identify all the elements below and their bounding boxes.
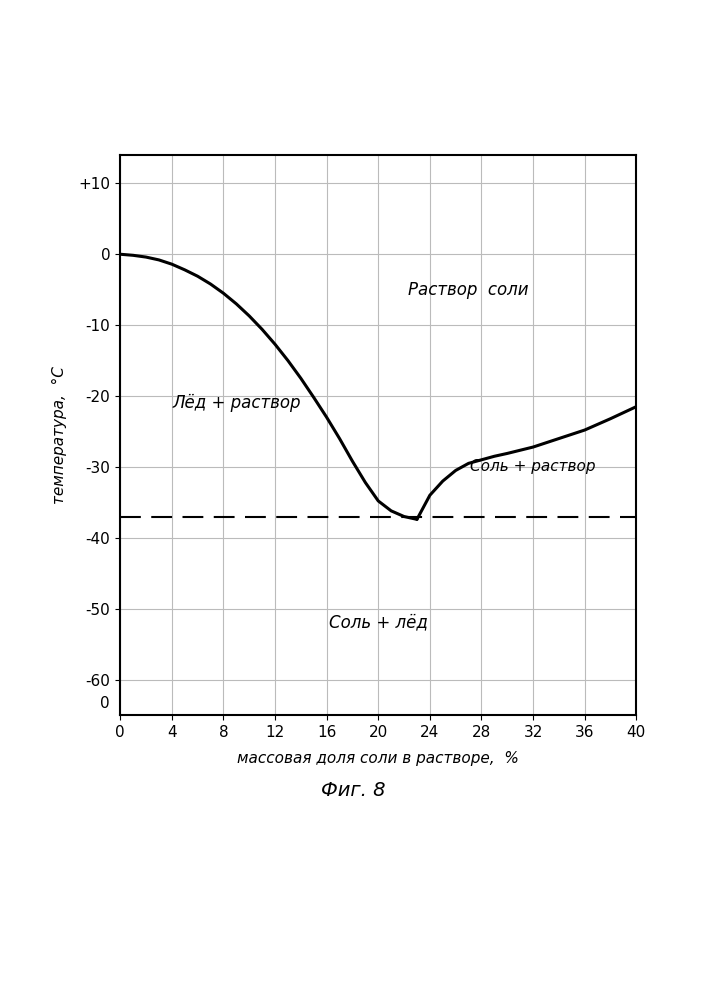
Y-axis label: температура,  °С: температура, °С (52, 366, 67, 504)
Text: Лёд + раствор: Лёд + раствор (172, 394, 300, 412)
Text: Раствор  соли: Раствор соли (409, 281, 529, 299)
X-axis label: массовая доля соли в растворе,  %: массовая доля соли в растворе, % (238, 751, 519, 766)
Text: Фиг. 8: Фиг. 8 (321, 780, 386, 800)
Text: 0: 0 (100, 696, 110, 711)
Text: Соль + раствор: Соль + раствор (470, 459, 596, 474)
Text: Соль + лёд: Соль + лёд (329, 614, 428, 632)
